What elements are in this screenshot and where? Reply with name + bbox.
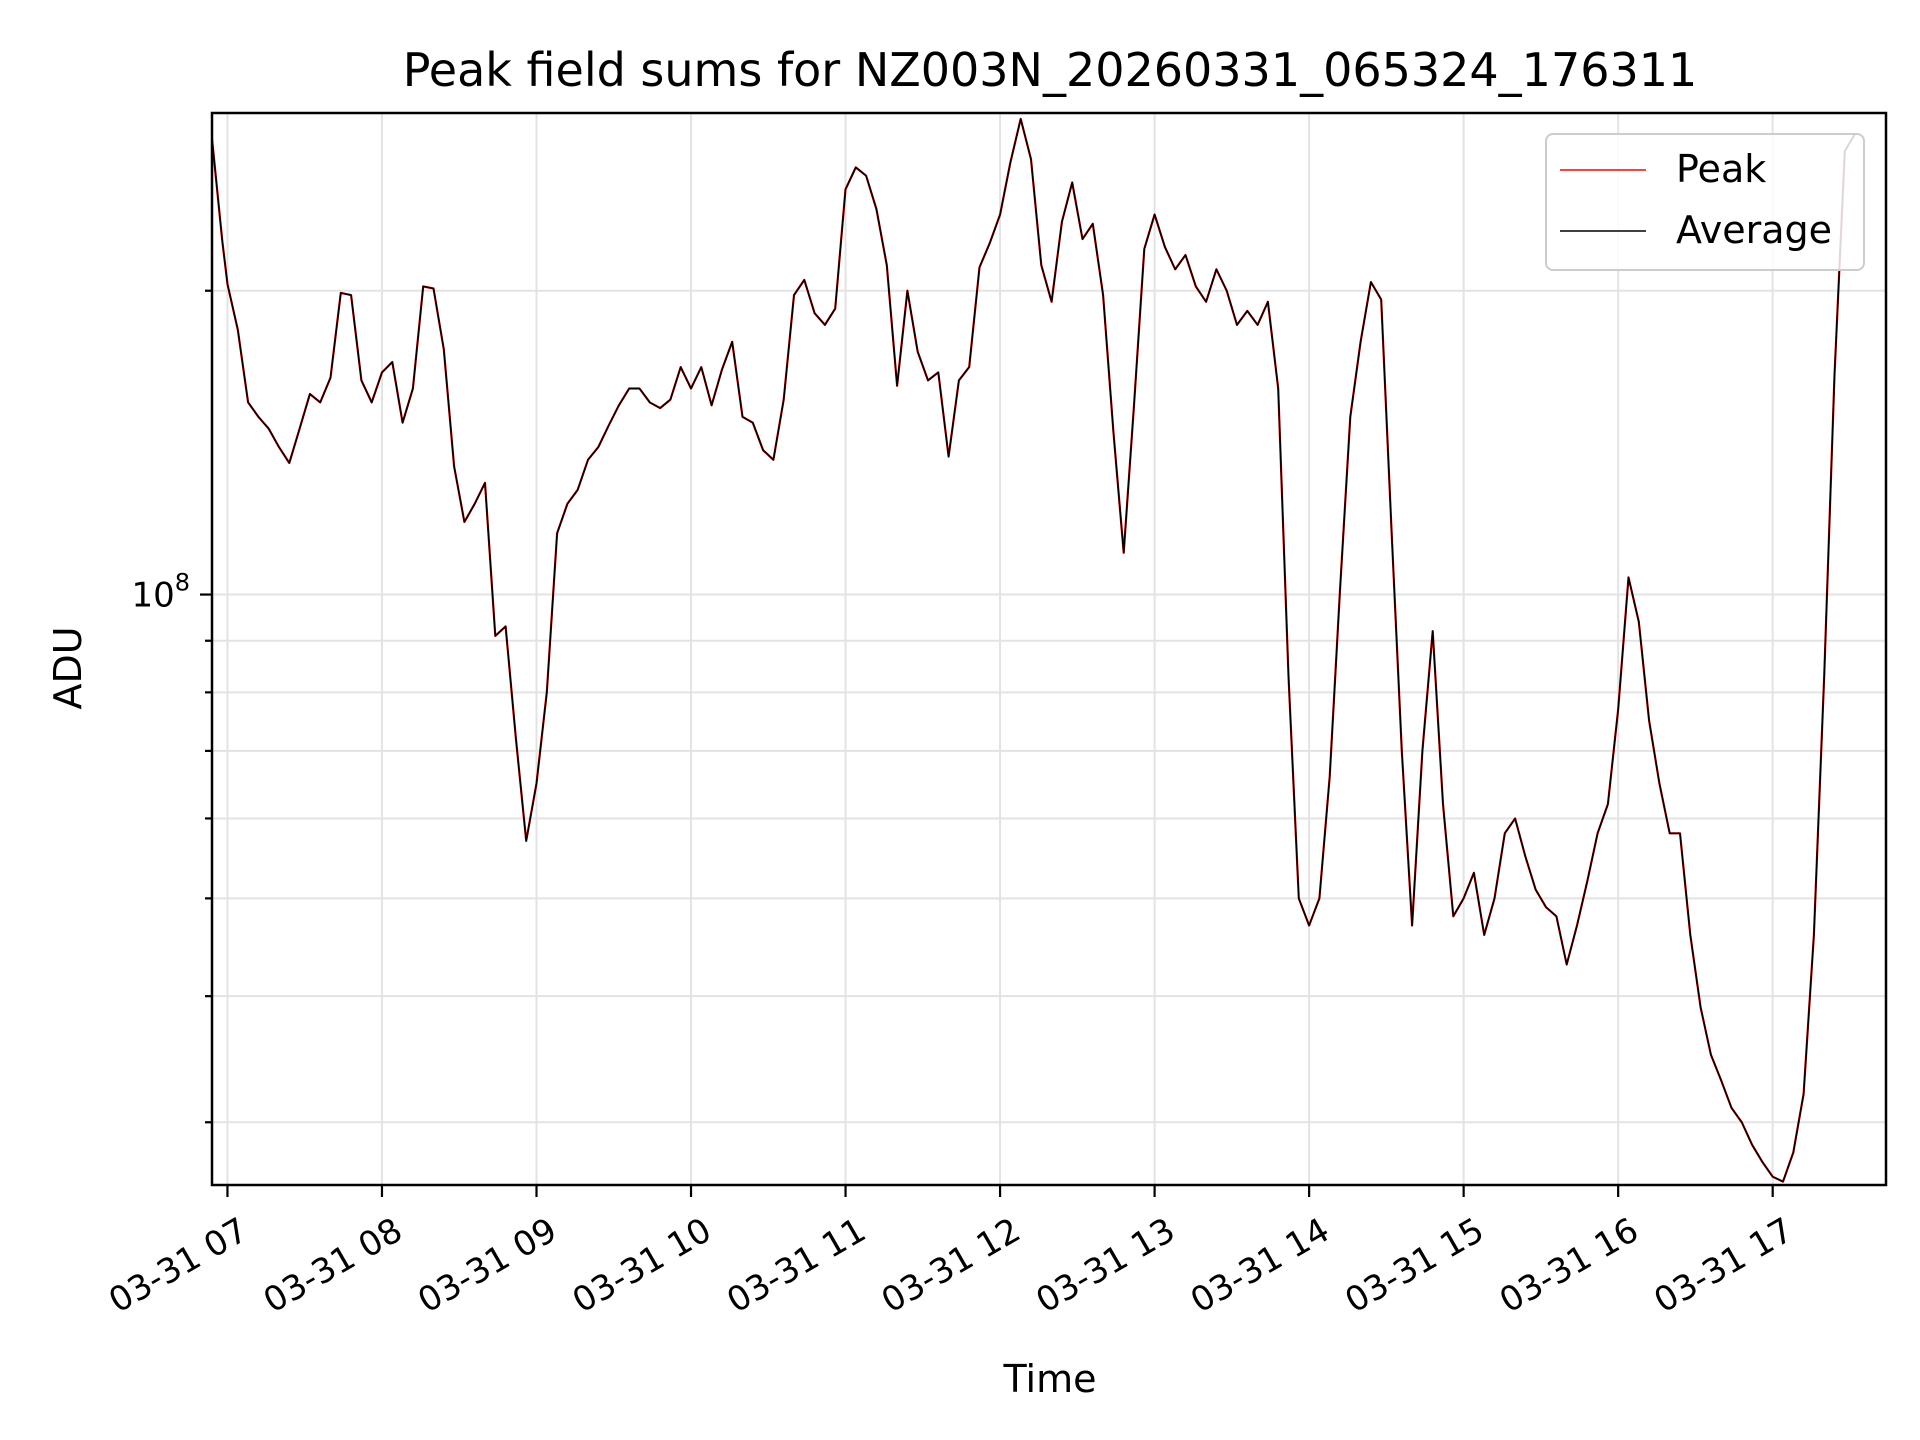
legend: Peak Average <box>1545 133 1865 271</box>
x-axis-label: Time <box>1003 1357 1097 1401</box>
y-tick-base: 10 <box>131 576 174 616</box>
y-tick-exponent: 8 <box>175 569 190 597</box>
grid <box>212 113 1886 1185</box>
y-axis-ticks: 108 <box>131 289 212 1124</box>
series-lines <box>210 117 1857 1183</box>
y-tick-label: 108 <box>131 569 190 616</box>
legend-label-average: Average <box>1676 208 1832 252</box>
plot-frame <box>210 111 1888 1187</box>
y-axis-label: ADU <box>46 626 90 709</box>
legend-box <box>1545 133 1865 271</box>
legend-label-peak: Peak <box>1676 147 1766 191</box>
series-line-average <box>211 118 1856 1183</box>
chart-title: Peak field sums for NZ003N_20260331_0653… <box>403 43 1698 97</box>
